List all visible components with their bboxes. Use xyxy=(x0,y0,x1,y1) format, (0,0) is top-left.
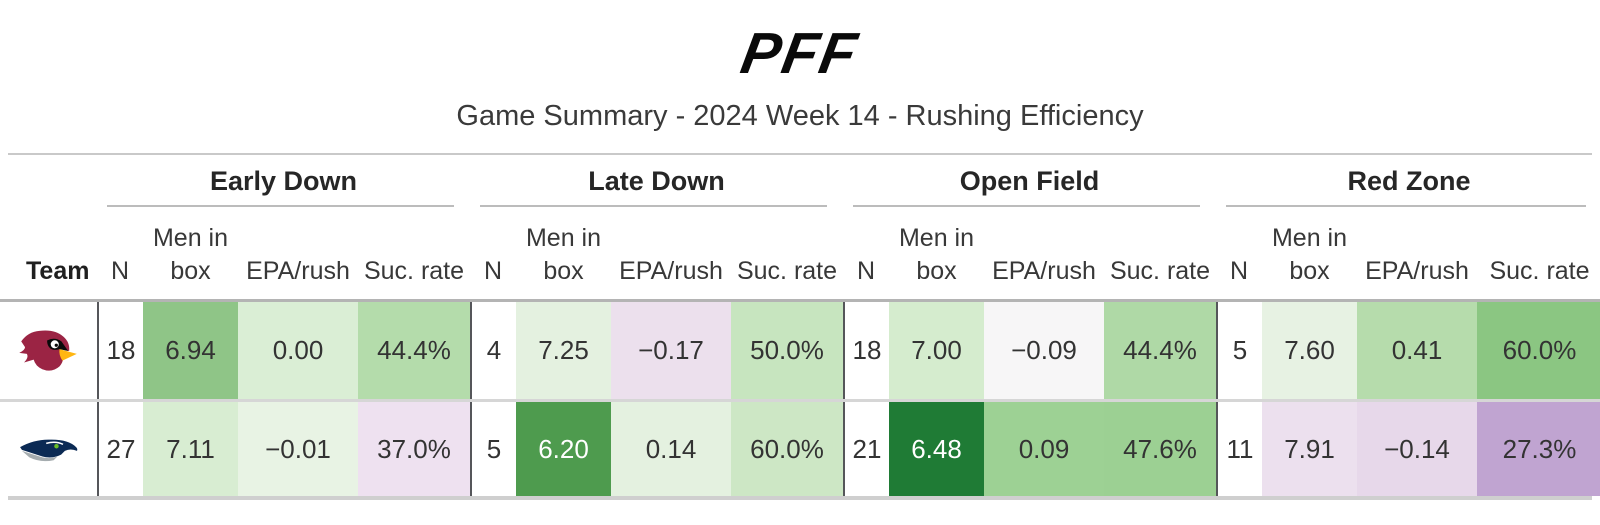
col-header-box-early: Men in box xyxy=(152,224,229,285)
col-header-epa-late: EPA/rush xyxy=(619,257,723,285)
cell-late-epa: 0.14 xyxy=(611,402,731,496)
cell-open-n: 18 xyxy=(843,302,889,399)
col-header-n-early: N xyxy=(110,257,130,285)
cell-open-epa: 0.09 xyxy=(984,402,1104,496)
col-header-rate-early: Suc. rate xyxy=(363,257,465,285)
col-header-n-redzone: N xyxy=(1229,257,1249,285)
cell-redzone-rate: 27.3% xyxy=(1477,402,1600,496)
group-header-spacer xyxy=(0,155,97,207)
cell-open-n: 21 xyxy=(843,402,889,496)
col-header-rate-late: Suc. rate xyxy=(736,257,838,285)
logo-row: PFF xyxy=(0,0,1600,86)
col-header-box-redzone: Men in box xyxy=(1271,224,1348,285)
col-header-n-open: N xyxy=(856,257,876,285)
cell-early-rate: 44.4% xyxy=(358,302,470,399)
seahawks-logo xyxy=(0,402,97,496)
table-body: 18 6.94 0.00 44.4% 4 7.25 −0.17 50.0% 18… xyxy=(0,299,1600,500)
bottom-divider xyxy=(8,496,1592,500)
cell-redzone-box: 7.91 xyxy=(1262,402,1357,496)
col-header-rate-open: Suc. rate xyxy=(1109,257,1211,285)
col-header-rate-redzone: Suc. rate xyxy=(1489,257,1590,285)
cell-redzone-epa: 0.41 xyxy=(1357,302,1477,399)
cardinals-logo xyxy=(0,302,97,399)
top-divider xyxy=(8,153,1592,155)
cell-open-rate: 44.4% xyxy=(1104,302,1216,399)
cell-open-rate: 47.6% xyxy=(1104,402,1216,496)
col-header-box-late: Men in box xyxy=(525,224,602,285)
cell-early-box: 7.11 xyxy=(143,402,238,496)
cell-open-box: 6.48 xyxy=(889,402,984,496)
cell-redzone-rate: 60.0% xyxy=(1477,302,1600,399)
cell-late-rate: 50.0% xyxy=(731,302,843,399)
cell-early-epa: 0.00 xyxy=(238,302,358,399)
col-header-box-open: Men in box xyxy=(898,224,975,285)
group-header-row: Early Down Late Down Open Field Red Zone xyxy=(0,155,1600,207)
cell-redzone-n: 11 xyxy=(1216,402,1262,496)
cell-redzone-epa: −0.14 xyxy=(1357,402,1477,496)
cell-early-epa: −0.01 xyxy=(238,402,358,496)
group-header-early-down: Early Down xyxy=(97,155,470,207)
cell-early-n: 27 xyxy=(97,402,143,496)
col-header-team: Team xyxy=(26,257,90,285)
table-row-seahawks: 27 7.11 −0.01 37.0% 5 6.20 0.14 60.0% 21… xyxy=(0,402,1600,496)
cell-redzone-box: 7.60 xyxy=(1262,302,1357,399)
cell-late-n: 5 xyxy=(470,402,516,496)
cell-early-rate: 37.0% xyxy=(358,402,470,496)
column-header-row: Team N Men in box EPA/rush Suc. rate N Me… xyxy=(0,207,1600,299)
cell-late-rate: 60.0% xyxy=(731,402,843,496)
group-header-open-field: Open Field xyxy=(843,155,1216,207)
cell-late-epa: −0.17 xyxy=(611,302,731,399)
row-divider xyxy=(0,399,1600,402)
cell-open-epa: −0.09 xyxy=(984,302,1104,399)
page-title: Game Summary - 2024 Week 14 - Rushing Ef… xyxy=(456,100,1144,132)
cell-late-box: 6.20 xyxy=(516,402,611,496)
table-row-cardinals: 18 6.94 0.00 44.4% 4 7.25 −0.17 50.0% 18… xyxy=(0,302,1600,399)
col-header-n-late: N xyxy=(483,257,503,285)
cell-late-n: 4 xyxy=(470,302,516,399)
cell-open-box: 7.00 xyxy=(889,302,984,399)
col-header-epa-open: EPA/rush xyxy=(992,257,1096,285)
cell-late-box: 7.25 xyxy=(516,302,611,399)
cell-redzone-n: 5 xyxy=(1216,302,1262,399)
cell-early-box: 6.94 xyxy=(143,302,238,399)
group-header-red-zone: Red Zone xyxy=(1216,155,1600,207)
group-header-late-down: Late Down xyxy=(470,155,843,207)
col-header-epa-redzone: EPA/rush xyxy=(1365,257,1469,285)
pff-logo: PFF xyxy=(736,21,864,86)
cell-early-n: 18 xyxy=(97,302,143,399)
col-header-epa-early: EPA/rush xyxy=(246,257,350,285)
